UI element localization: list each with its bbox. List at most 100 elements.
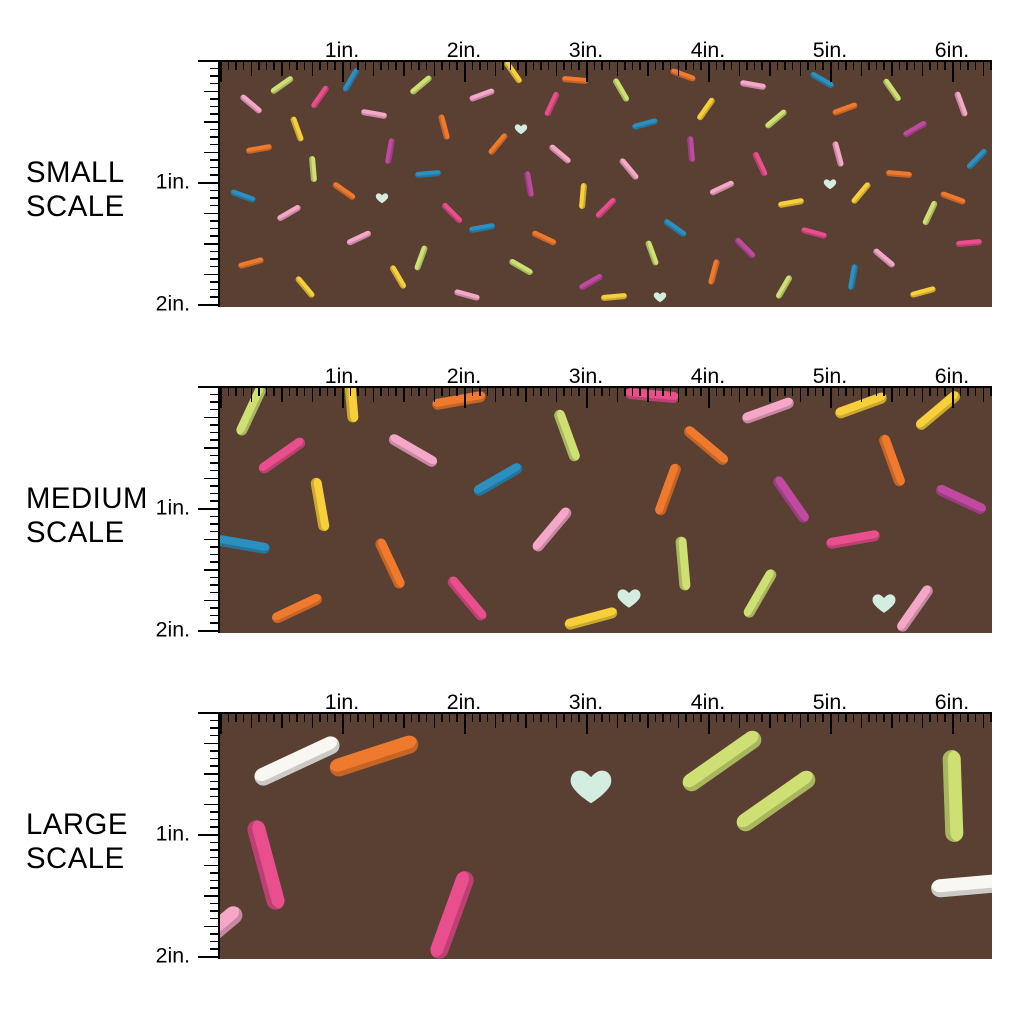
sprinkle-icon: [290, 116, 305, 142]
sprinkle-icon: [877, 433, 906, 488]
sprinkle-icon: [631, 118, 658, 131]
sprinkle-icon: [530, 505, 573, 553]
ruler-v-label: 2in.: [156, 944, 190, 969]
sprinkle-icon: [595, 197, 618, 220]
sprinkle-icon: [427, 868, 475, 959]
ruler-h-label: 5in.: [813, 690, 847, 715]
sprinkle-icon: [238, 256, 265, 269]
vertical-ruler: 1in.2in.: [196, 712, 220, 959]
ruler-v-label: 2in.: [156, 618, 190, 643]
ruler-h-label: 5in.: [813, 364, 847, 389]
sprinkle-icon: [256, 435, 307, 475]
ruler-h-label: 1in.: [325, 690, 359, 715]
horizontal-ruler: 1in.2in.3in.4in.5in.6in.: [220, 712, 992, 736]
sprinkle-icon: [825, 529, 880, 549]
vertical-ruler: 1in.2in.: [196, 386, 220, 633]
sprinkle-icon: [310, 477, 330, 532]
sprinkle-icon: [848, 264, 858, 291]
sprinkle-icon: [922, 200, 938, 226]
sprinkle-icon: [331, 181, 356, 201]
pattern-swatch: [220, 60, 992, 307]
ruler-h-label: 2in.: [447, 364, 481, 389]
ruler-h-label: 3in.: [569, 364, 603, 389]
sprinkle-icon: [220, 903, 246, 959]
sprinkle-icon: [415, 169, 441, 177]
ruler-h-label: 6in.: [935, 38, 969, 63]
sprinkle-icon: [220, 534, 271, 554]
ruler-h-label: 2in.: [447, 38, 481, 63]
scale-label: MEDIUM SCALE: [26, 482, 148, 550]
horizontal-ruler: 1in.2in.3in.4in.5in.6in.: [220, 60, 992, 84]
sprinkle-icon: [277, 204, 303, 222]
sprinkle-icon: [413, 244, 428, 270]
sprinkle-icon: [774, 274, 792, 300]
sprinkle-icon: [487, 132, 508, 156]
sprinkle-icon: [682, 424, 730, 467]
sprinkle-icon: [696, 97, 716, 122]
ruler-v-label: 2in.: [156, 292, 190, 317]
ruler-h-label: 4in.: [691, 690, 725, 715]
sprinkle-icon: [940, 191, 966, 206]
sprinkle-icon: [230, 189, 256, 204]
ruler-h-label: 5in.: [813, 38, 847, 63]
sprinkle-icon: [764, 109, 788, 130]
ruler-v-label: 1in.: [156, 170, 190, 195]
sprinkle-icon: [801, 227, 828, 240]
sprinkle-icon: [733, 767, 819, 835]
sprinkle-icon: [954, 91, 969, 117]
scale-label: SMALL SCALE: [26, 156, 125, 224]
sprinkle-icon: [531, 230, 557, 246]
sprinkle-icon: [687, 136, 695, 162]
sprinkle-icon: [373, 537, 406, 591]
sprinkle-icon: [902, 120, 928, 138]
sprinkle-icon: [472, 462, 524, 499]
heart-icon: [514, 122, 528, 141]
ruler-h-label: 4in.: [691, 38, 725, 63]
sprinkle-icon: [544, 91, 560, 117]
heart-icon: [616, 585, 642, 616]
sprinkle-icon: [709, 180, 735, 196]
sprinkle-icon: [653, 462, 682, 517]
sprinkle-icon: [246, 818, 287, 912]
sprinkle-icon: [270, 592, 324, 625]
sprinkle-icon: [734, 236, 757, 259]
sprinkle-icon: [850, 181, 871, 205]
sprinkle-icon: [252, 734, 343, 789]
sprinkle-icon: [361, 109, 388, 119]
ruler-h-label: 4in.: [691, 364, 725, 389]
ruler-h-label: 3in.: [569, 38, 603, 63]
ruler-h-label: 6in.: [935, 690, 969, 715]
sprinkle-icon: [438, 113, 451, 140]
sprinkle-icon: [524, 170, 534, 197]
sprinkle-icon: [601, 293, 627, 301]
sprinkle-icon: [310, 85, 330, 110]
ruler-v-label: 1in.: [156, 496, 190, 521]
sprinkle-icon: [388, 265, 406, 291]
sprinkle-icon: [965, 147, 988, 170]
sprinkle-icon: [445, 574, 488, 622]
sprinkle-icon: [245, 144, 272, 154]
sprinkle-icon: [930, 872, 992, 898]
scale-label: LARGE SCALE: [26, 808, 128, 876]
sprinkle-icon: [645, 239, 660, 265]
sprinkle-icon: [679, 728, 765, 796]
heart-icon: [653, 290, 667, 307]
sprinkle-icon: [832, 102, 858, 117]
horizontal-ruler: 1in.2in.3in.4in.5in.6in.: [220, 386, 992, 410]
heart-icon: [823, 177, 837, 196]
sprinkle-icon: [579, 183, 587, 209]
sprinkle-icon: [563, 606, 618, 631]
sprinkle-icon: [943, 750, 964, 843]
pattern-swatch: [220, 386, 992, 633]
heart-icon: [871, 590, 897, 621]
sprinkle-icon: [742, 567, 779, 619]
sprinkle-icon: [663, 218, 688, 238]
sprinkle-icon: [778, 198, 805, 208]
vertical-ruler: 1in.2in.: [196, 60, 220, 307]
sprinkle-icon: [934, 483, 988, 516]
sprinkle-icon: [578, 273, 604, 291]
sprinkle-icon: [239, 94, 263, 115]
sprinkle-icon: [469, 223, 496, 233]
sprinkle-icon: [752, 151, 768, 177]
sprinkle-icon: [387, 432, 439, 469]
